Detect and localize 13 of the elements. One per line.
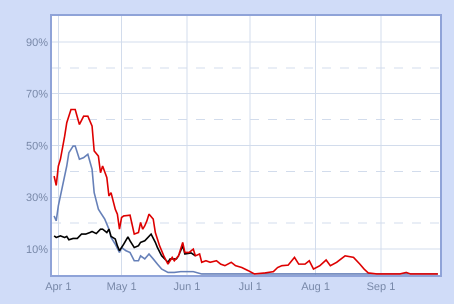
line-series [53, 108, 439, 275]
y-tick-label: 70% [26, 88, 48, 101]
line-series [53, 228, 196, 264]
x-tick-label: Apr 1 [45, 280, 72, 293]
x-tick-label: Sep 1 [366, 280, 396, 293]
y-tick-label: 10% [26, 244, 48, 256]
x-tick-label: Jun 1 [174, 280, 200, 293]
y-tick-label: 50% [26, 140, 48, 152]
x-tick-label: Jul 1 [238, 280, 262, 293]
x-tick-label: May 1 [106, 280, 137, 293]
y-tick-label: 90% [26, 36, 48, 49]
y-tick-label: 30% [26, 192, 48, 204]
x-tick-label: Aug 1 [301, 280, 330, 293]
